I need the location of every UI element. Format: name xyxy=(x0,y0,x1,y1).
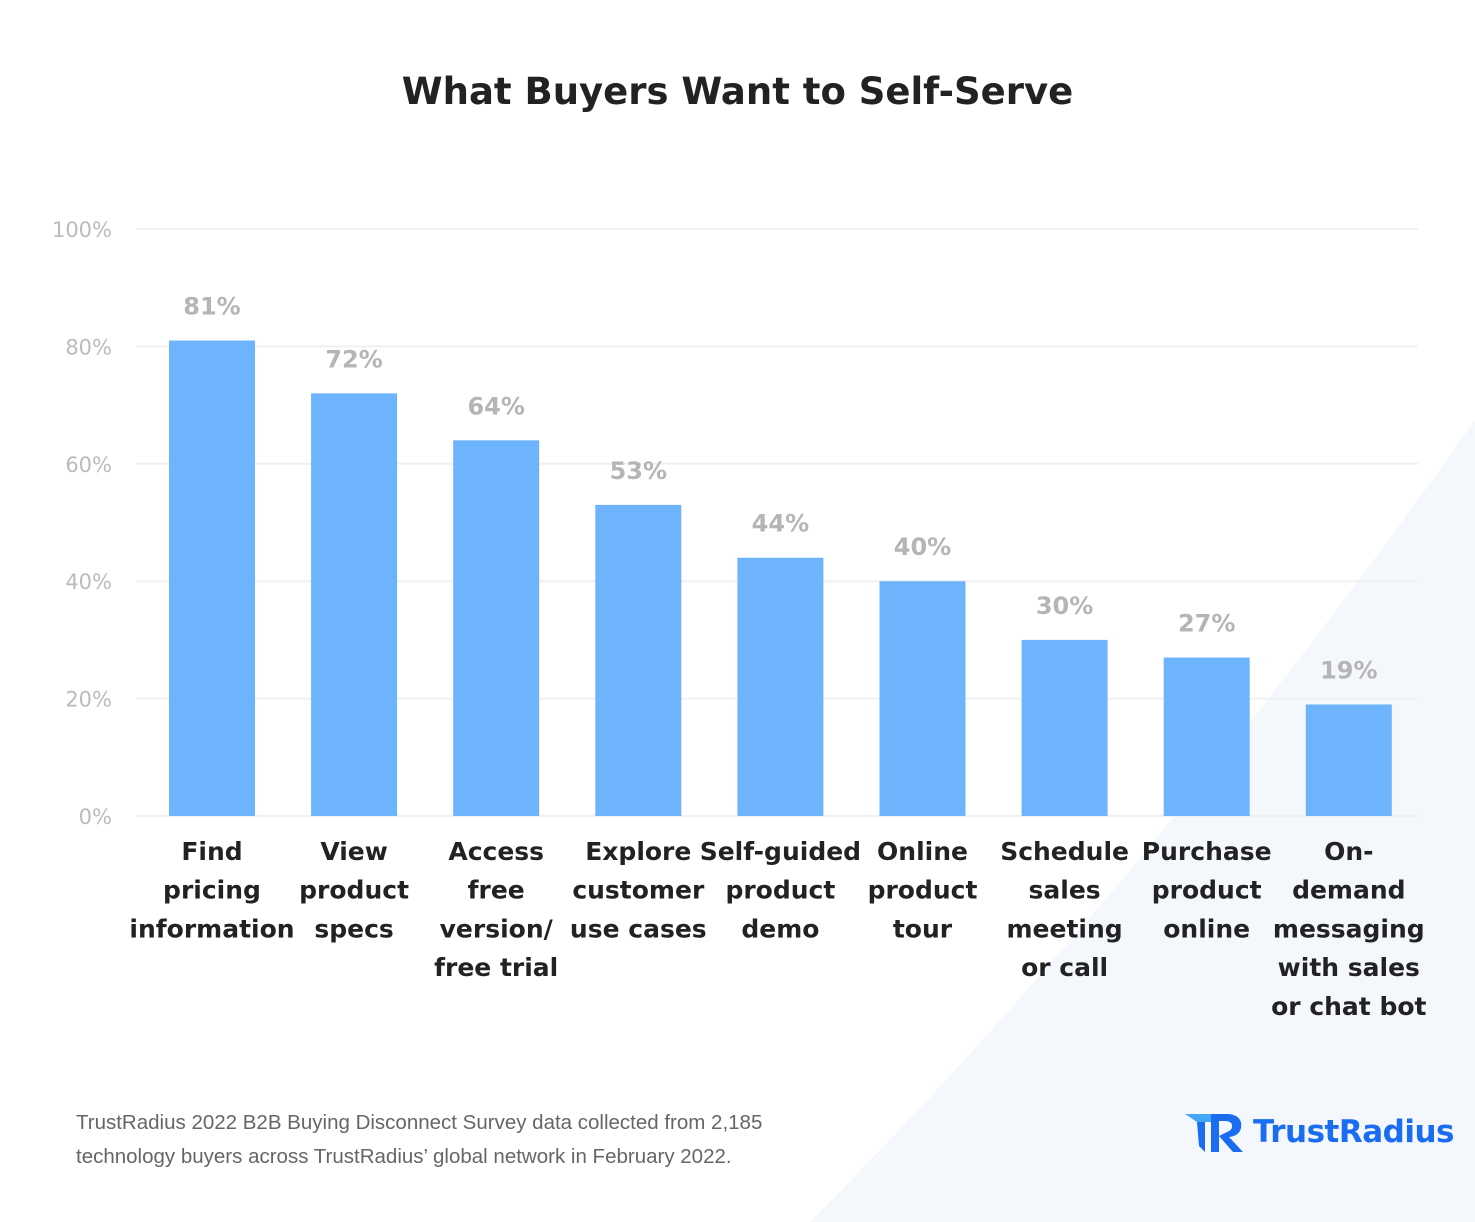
x-tick-label-line: Schedule xyxy=(1000,837,1129,866)
source-line-2: technology buyers across TrustRadius’ gl… xyxy=(76,1145,732,1168)
x-tick-label-line: with sales xyxy=(1278,953,1420,982)
data-label: 27% xyxy=(1178,610,1235,638)
x-tick-label-line: online xyxy=(1163,914,1250,943)
y-tick-label: 40% xyxy=(65,570,112,594)
trustradius-logo-icon xyxy=(1185,1114,1243,1152)
x-tick-label-line: meeting xyxy=(1007,914,1123,943)
x-tick-label-line: Access xyxy=(448,837,544,866)
x-tick-label-line: Online xyxy=(877,837,968,866)
bar xyxy=(1163,657,1250,816)
x-tick-label: View product specs xyxy=(299,837,409,943)
chart-title: What Buyers Want to Self-Serve xyxy=(401,70,1074,113)
bar xyxy=(879,581,966,816)
data-label: 40% xyxy=(894,533,951,561)
x-tick-label: On-demand messaging with sales or chat bot xyxy=(1271,837,1426,1021)
x-tick-label: Schedule sales meeting or call xyxy=(1000,837,1129,982)
x-tick-label-line: product xyxy=(1152,876,1262,905)
y-tick-label: 60% xyxy=(65,453,112,477)
y-tick-label: 100% xyxy=(52,218,112,242)
x-tick-label-line: Purchase xyxy=(1142,837,1272,866)
bar xyxy=(737,557,824,816)
x-tick-label-line: sales xyxy=(1029,876,1101,905)
source-line-1: TrustRadius 2022 B2B Buying Disconnect S… xyxy=(76,1111,763,1134)
bar xyxy=(169,340,255,816)
x-tick-label-line: On- xyxy=(1324,837,1373,866)
data-label: 19% xyxy=(1320,656,1377,684)
data-label: 44% xyxy=(752,510,809,538)
data-label: 64% xyxy=(467,392,524,420)
bar xyxy=(595,504,682,816)
trustradius-logo: TrustRadius xyxy=(1183,1110,1455,1154)
x-tick-label: Find pricing information xyxy=(129,837,294,943)
x-tick-label-line: information xyxy=(129,914,294,943)
source-note: TrustRadius 2022 B2B Buying Disconnect S… xyxy=(76,1106,856,1174)
x-tick-label-line: version/ xyxy=(440,914,554,943)
x-tick-label-line: or call xyxy=(1021,953,1108,982)
data-label: 72% xyxy=(325,345,382,373)
y-tick-label: 20% xyxy=(65,688,112,712)
bar xyxy=(453,440,540,816)
x-tick-label: Online product tour xyxy=(868,837,978,943)
data-label: 30% xyxy=(1036,592,1093,620)
x-tick-label-line: pricing xyxy=(163,876,261,905)
x-tick-label: Self-guided product demo xyxy=(700,837,861,943)
x-tick-label-line: product xyxy=(299,876,409,905)
bar-chart: 0% 20% 40% 60% 80% 100% 81% Find pricing informat… xyxy=(52,218,1427,1021)
x-tick-label-line: demo xyxy=(741,914,819,943)
x-tick-label: Access free version/free trial xyxy=(434,837,558,982)
x-tick-label-line: messaging xyxy=(1273,914,1425,943)
x-tick-label-line: tour xyxy=(893,914,953,943)
bar xyxy=(1305,704,1392,816)
x-tick-label-line: Explore xyxy=(585,837,691,866)
x-tick-label-line: specs xyxy=(314,914,393,943)
bar xyxy=(1021,639,1108,816)
x-tick-label: Explore customer use cases xyxy=(570,837,707,943)
x-tick-label-line: customer xyxy=(572,876,705,905)
x-tick-label-line: free trial xyxy=(434,953,558,982)
bar xyxy=(311,393,398,816)
x-tick-label-line: product xyxy=(868,876,978,905)
x-tick-label-line: or chat bot xyxy=(1271,992,1426,1021)
x-tick-label: Purchase product online xyxy=(1142,837,1272,943)
x-tick-label-line: product xyxy=(725,876,835,905)
y-tick-label: 80% xyxy=(65,335,112,359)
x-tick-label-line: use cases xyxy=(570,914,707,943)
x-tick-label-line: Find xyxy=(181,837,242,866)
y-tick-label: 0% xyxy=(79,805,112,829)
data-label: 81% xyxy=(183,293,240,321)
x-tick-label-line: Self-guided xyxy=(700,837,861,866)
logo-text: TrustRadius xyxy=(1253,1114,1455,1150)
x-tick-label-line: demand xyxy=(1292,876,1405,905)
data-label: 53% xyxy=(610,457,667,485)
x-tick-label-line: free xyxy=(468,876,525,905)
x-tick-label-line: View xyxy=(320,837,388,866)
